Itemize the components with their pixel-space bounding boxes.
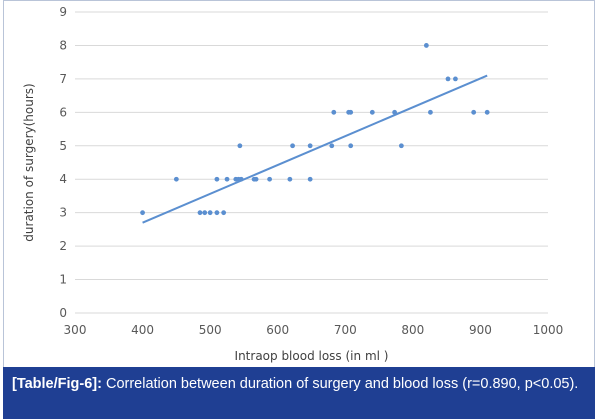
y-tick-label: 4 <box>59 172 67 186</box>
y-tick-label: 6 <box>59 105 67 119</box>
data-point <box>214 176 220 182</box>
trendline <box>142 74 488 224</box>
data-point <box>307 143 313 149</box>
y-tick-label: 3 <box>59 206 67 220</box>
data-point <box>207 210 213 216</box>
data-point <box>238 176 244 182</box>
data-point <box>197 210 203 216</box>
data-point <box>348 143 354 149</box>
y-tick-label: 1 <box>59 273 67 287</box>
data-point <box>287 176 293 182</box>
x-tick-label: 600 <box>266 323 289 337</box>
data-point <box>348 109 354 115</box>
data-point <box>423 43 429 48</box>
x-tick-label: 500 <box>199 323 222 337</box>
y-axis-title: duration of surgery(hours) <box>22 83 36 241</box>
data-point <box>392 109 398 115</box>
data-point <box>484 109 490 115</box>
data-point <box>140 210 145 216</box>
y-tick-label: 5 <box>59 139 67 153</box>
figure-frame <box>3 0 595 415</box>
data-point <box>253 176 259 182</box>
x-tick-label: 400 <box>131 323 154 337</box>
y-tick-label: 8 <box>59 38 67 52</box>
data-point <box>428 109 433 115</box>
gridlines <box>75 11 548 314</box>
x-tick-label: 800 <box>401 323 424 337</box>
x-tick-label: 300 <box>64 323 87 337</box>
x-tick-labels: 300 400 500 600 700 800 900 1000 <box>64 323 564 337</box>
x-axis-title: Intraop blood loss (in ml ) <box>235 349 389 363</box>
x-tick-label: 900 <box>469 323 492 337</box>
data-point <box>290 143 295 149</box>
data-point <box>445 76 451 82</box>
data-point <box>471 109 477 115</box>
caption-text: Correlation between duration of surgery … <box>101 376 579 392</box>
x-tick-label: 700 <box>334 323 357 337</box>
data-point <box>237 143 243 149</box>
data-point <box>307 176 313 182</box>
data-point <box>369 109 375 115</box>
y-tick-label: 9 <box>59 5 67 19</box>
data-point <box>331 109 337 115</box>
data-point <box>173 176 179 182</box>
data-point <box>453 76 458 82</box>
caption-label: [Table/Fig-6]: <box>12 376 102 392</box>
data-point <box>267 176 273 182</box>
x-tick-label: 1000 <box>533 323 564 337</box>
data-point <box>221 210 227 216</box>
scatter-chart: 0 1 2 3 4 5 6 7 8 9 300 400 500 600 700 800 900 1000 Int… <box>22 5 564 363</box>
y-tick-label: 0 <box>59 306 67 320</box>
figure-caption: [Table/Fig-6]: Correlation between durat… <box>3 367 595 419</box>
data-point <box>202 210 208 216</box>
y-tick-labels: 0 1 2 3 4 5 6 7 8 9 <box>59 5 67 320</box>
y-tick-label: 7 <box>59 72 67 86</box>
data-points <box>140 43 490 216</box>
data-point <box>224 176 230 182</box>
y-tick-label: 2 <box>59 239 67 253</box>
data-point <box>214 210 220 216</box>
data-point <box>398 143 404 149</box>
data-point <box>329 143 335 149</box>
